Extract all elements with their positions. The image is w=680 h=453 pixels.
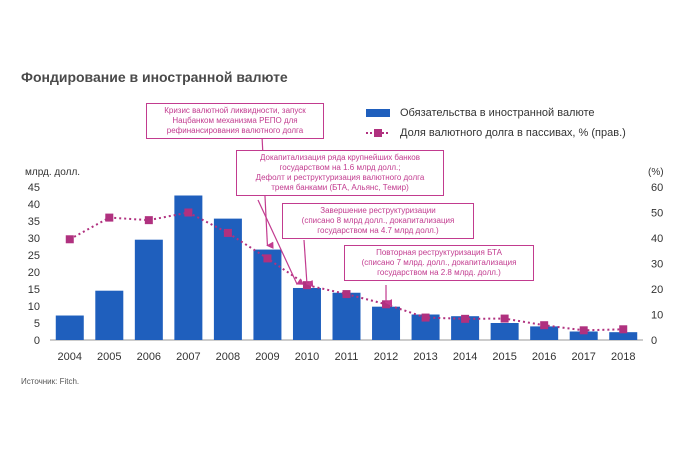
x-tick-label: 2014 xyxy=(453,351,477,363)
y-axis-unit-label: млрд. долл. xyxy=(25,167,81,178)
x-tick-label: 2006 xyxy=(137,351,161,363)
callout-line: Докапитализация ряда крупнейших банков xyxy=(260,153,420,162)
x-tick-label: 2013 xyxy=(413,351,437,363)
legend-bar-swatch xyxy=(366,109,390,117)
bar-2011 xyxy=(332,292,361,340)
y-tick-label: 0 xyxy=(34,335,40,347)
callout-line: Повторная реструктуризация БТА xyxy=(376,248,502,257)
bar-2004 xyxy=(55,315,84,340)
legend-item-line: Доля валютного долга в пассивах, % (прав… xyxy=(366,123,626,143)
x-tick-label: 2009 xyxy=(255,351,279,363)
share-point-2004 xyxy=(65,235,74,244)
share-point-2016 xyxy=(540,321,549,330)
callout-line: Нацбанком механизма РЕПО для xyxy=(172,116,298,125)
share-point-2017 xyxy=(579,326,588,335)
legend-label-line: Доля валютного долга в пассивах, % (прав… xyxy=(400,127,626,139)
callout-line: Кризис валютной ликвидности, запуск xyxy=(164,106,306,115)
legend-line-swatch xyxy=(366,128,390,138)
callout-liquidity-crisis: Кризис валютной ликвидности, запуск Нацб… xyxy=(146,103,324,139)
callout-recapitalization-default: Докапитализация ряда крупнейших банков г… xyxy=(236,150,444,196)
bar-2006 xyxy=(134,239,163,340)
y2-tick-label: 60 xyxy=(651,182,663,194)
y-tick-label: 45 xyxy=(28,182,40,194)
bar-2016 xyxy=(530,326,559,340)
y-tick-label: 35 xyxy=(28,216,40,228)
bar-2012 xyxy=(372,306,401,340)
legend-label-bars: Обязательства в иностранной валюте xyxy=(400,107,595,119)
y-tick-label: 30 xyxy=(28,233,40,245)
callout-line: государством на 2.8 млрд. долл.) xyxy=(377,268,501,277)
bar-2007 xyxy=(174,195,203,340)
callout-line: Дефолт и реструктуризация валютного долг… xyxy=(255,173,425,182)
x-tick-label: 2004 xyxy=(58,351,82,363)
chart-title: Фондирование в иностранной валюте xyxy=(21,69,288,85)
callout-line: (списано 8 млрд долл., докапитализация xyxy=(301,216,455,225)
y-tick-label: 5 xyxy=(34,318,40,330)
chart-legend: Обязательства в иностранной валюте Доля … xyxy=(366,103,626,143)
bar-2014 xyxy=(451,316,480,340)
y-tick-label: 10 xyxy=(28,301,40,313)
source-note: Источник: Fitch. xyxy=(21,377,80,386)
share-point-2015 xyxy=(500,314,509,323)
y2-tick-label: 40 xyxy=(651,233,663,245)
bar-2018 xyxy=(609,332,638,340)
share-point-2013 xyxy=(421,313,430,322)
callout-restructuring-complete: Завершение реструктуризации (списано 8 м… xyxy=(282,203,474,239)
bar-2009 xyxy=(253,249,282,340)
annotation-arrow xyxy=(303,239,314,288)
share-point-2018 xyxy=(619,325,628,334)
y-tick-label: 40 xyxy=(28,199,40,211)
legend-item-bars: Обязательства в иностранной валюте xyxy=(366,103,626,123)
x-tick-label: 2007 xyxy=(176,351,200,363)
share-point-2011 xyxy=(342,290,351,299)
x-tick-label: 2018 xyxy=(611,351,635,363)
bar-2015 xyxy=(490,323,519,340)
y2-tick-label: 50 xyxy=(651,208,663,220)
y2-tick-label: 0 xyxy=(651,335,657,347)
x-tick-label: 2011 xyxy=(335,351,359,363)
y-tick-label: 25 xyxy=(28,250,40,262)
bar-2005 xyxy=(95,290,124,340)
callout-line: Завершение реструктуризации xyxy=(320,206,436,215)
share-point-2007 xyxy=(184,208,193,217)
y2-tick-label: 10 xyxy=(651,310,663,322)
x-tick-label: 2008 xyxy=(216,351,240,363)
share-point-2008 xyxy=(223,228,232,237)
y-tick-label: 20 xyxy=(28,267,40,279)
share-point-2009 xyxy=(263,254,272,263)
share-point-2014 xyxy=(461,314,470,323)
callout-line: государством на 4.7 млрд долл.) xyxy=(317,226,439,235)
y2-tick-label: 30 xyxy=(651,259,663,271)
y2-axis-unit-label: (%) xyxy=(648,167,664,178)
share-point-2006 xyxy=(144,216,153,225)
x-tick-label: 2017 xyxy=(571,351,595,363)
annotation-arrow xyxy=(257,199,304,285)
y-tick-label: 15 xyxy=(28,284,40,296)
x-tick-label: 2015 xyxy=(492,351,516,363)
callout-bta-second-restructuring: Повторная реструктуризация БТА (списано … xyxy=(344,245,534,281)
x-tick-label: 2010 xyxy=(295,351,319,363)
bar-2010 xyxy=(292,287,321,340)
x-tick-label: 2012 xyxy=(374,351,398,363)
bar-2017 xyxy=(569,331,598,340)
callout-line: рефинансирования валютного долга xyxy=(166,126,304,135)
share-point-2005 xyxy=(105,213,114,222)
callout-line: государством на 1.6 млрд долл.; xyxy=(279,163,401,172)
callout-line: (списано 7 млрд. долл., докапитализация xyxy=(361,258,517,267)
x-tick-label: 2005 xyxy=(97,351,121,363)
callout-line: тремя банками (БТА, Альянс, Темир) xyxy=(271,183,409,192)
x-tick-label: 2016 xyxy=(532,351,556,363)
y2-tick-label: 20 xyxy=(651,284,663,296)
